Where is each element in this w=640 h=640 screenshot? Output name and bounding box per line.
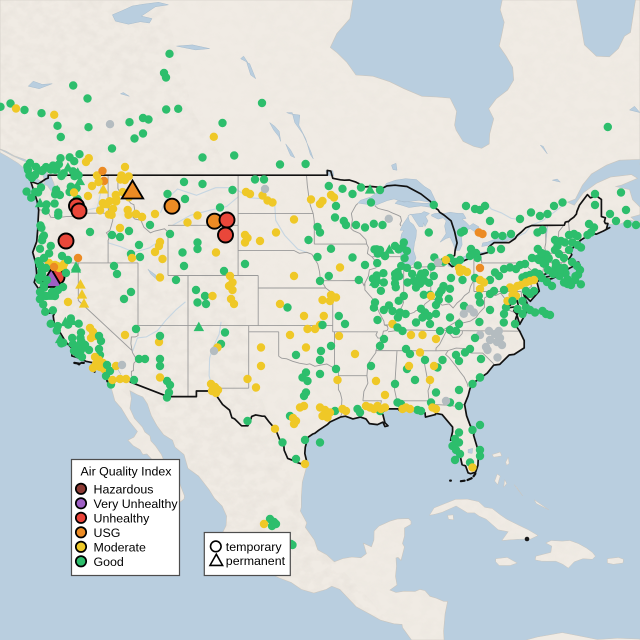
svg-text:permanent: permanent — [226, 554, 286, 568]
svg-text:Good: Good — [94, 555, 124, 569]
svg-text:Hazardous: Hazardous — [94, 483, 154, 497]
svg-text:USG: USG — [94, 526, 121, 540]
svg-text:Unhealthy: Unhealthy — [94, 512, 151, 526]
svg-text:Moderate: Moderate — [94, 541, 146, 555]
svg-text:Air Quality Index: Air Quality Index — [81, 465, 173, 479]
svg-text:Very Unhealthy: Very Unhealthy — [94, 497, 179, 511]
svg-text:temporary: temporary — [226, 540, 283, 554]
